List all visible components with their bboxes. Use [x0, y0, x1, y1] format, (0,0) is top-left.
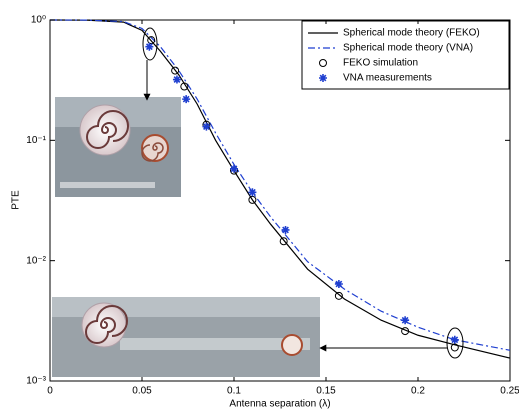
y-tick-label: 10⁻² — [26, 255, 46, 266]
data-point — [450, 343, 459, 352]
x-tick-label: 0.25 — [500, 386, 519, 397]
x-tick-label: 0.1 — [227, 386, 241, 397]
data-point — [145, 42, 154, 51]
data-point — [230, 164, 238, 173]
data-point — [202, 122, 211, 131]
legend-label: FEKO simulation — [343, 58, 418, 69]
data-point — [334, 291, 343, 300]
legend-swatch — [319, 74, 327, 82]
data-point — [401, 327, 410, 336]
data-point — [248, 195, 257, 204]
data-point — [334, 279, 343, 288]
x-tick-label: 0.2 — [411, 386, 425, 397]
y-tick-label: 10⁻³ — [26, 376, 46, 387]
data-point — [172, 75, 181, 84]
x-tick-label: 0 — [47, 386, 53, 397]
data-point — [401, 316, 410, 325]
data-point — [279, 237, 288, 246]
legend-box — [301, 20, 510, 90]
highlight-ellipse — [142, 27, 158, 61]
data-point — [281, 225, 290, 234]
y-axis-label: PTE — [11, 190, 22, 210]
data-point — [147, 36, 156, 45]
plot-area — [49, 19, 511, 359]
y-tick-label: 10⁻¹ — [26, 135, 46, 146]
legend-label: VNA measurements — [343, 73, 432, 84]
data-point — [180, 82, 189, 91]
legend-label: Spherical mode theory (FEKO) — [343, 28, 480, 39]
data-point — [182, 95, 191, 104]
legend-swatch — [319, 59, 327, 67]
highlight-ellipse — [446, 327, 464, 359]
x-axis-label: Antenna separation (λ) — [229, 399, 330, 410]
y-tick-label: 10⁰ — [31, 15, 46, 26]
legend: Spherical mode theory (FEKO) Spherical mo… — [301, 20, 510, 90]
x-tick-label: 0.05 — [132, 386, 152, 397]
data-point — [171, 66, 180, 75]
data-point — [450, 335, 459, 344]
legend-label: Spherical mode theory (VNA) — [343, 43, 473, 54]
x-tick-label: 0.15 — [316, 386, 336, 397]
data-point — [248, 188, 257, 197]
inset-photo — [55, 97, 181, 197]
line-series — [49, 19, 511, 351]
inset-photo — [52, 297, 320, 377]
